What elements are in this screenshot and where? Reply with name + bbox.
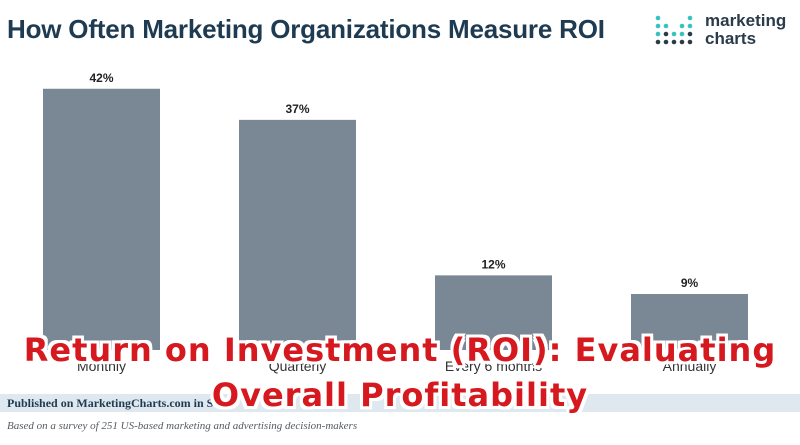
bar-chart: 42% Monthly 37% Quarterly 12% Every 6 months 9… [43,71,748,374]
footer-bar [0,394,800,412]
overlay-caption: Return on Investment (ROI): Evaluating O… [0,328,800,418]
category-label: Quarterly [269,358,327,374]
bar-monthly [43,88,160,350]
marketingcharts-logo: marketing charts [655,12,795,52]
category-label: Annually [663,358,717,374]
logo-wordmark: marketing charts [705,12,786,48]
value-label: 37% [285,102,309,116]
logo-line2: charts [705,29,757,48]
logo-dots-icon [655,15,693,45]
footer-published: Published on MarketingCharts.com in S [7,396,214,410]
overlay-line-1: Return on Investment (ROI): Evaluating [23,331,777,369]
bar-every-6-months [435,275,552,350]
value-label: 42% [89,71,113,85]
category-label: Every 6 months [445,358,542,374]
value-label: 12% [481,257,505,271]
bar-quarterly [239,119,356,350]
logo-line1: marketing [705,11,787,30]
value-label: 9% [681,276,699,290]
footer-note: Based on a survey of 251 US-based market… [7,420,358,432]
category-label: Monthly [77,358,126,374]
overlay-line-2: Overall Profitability [211,376,589,414]
chart-title: How Often Marketing Organizations Measur… [7,14,605,44]
bar-annually [631,294,748,350]
